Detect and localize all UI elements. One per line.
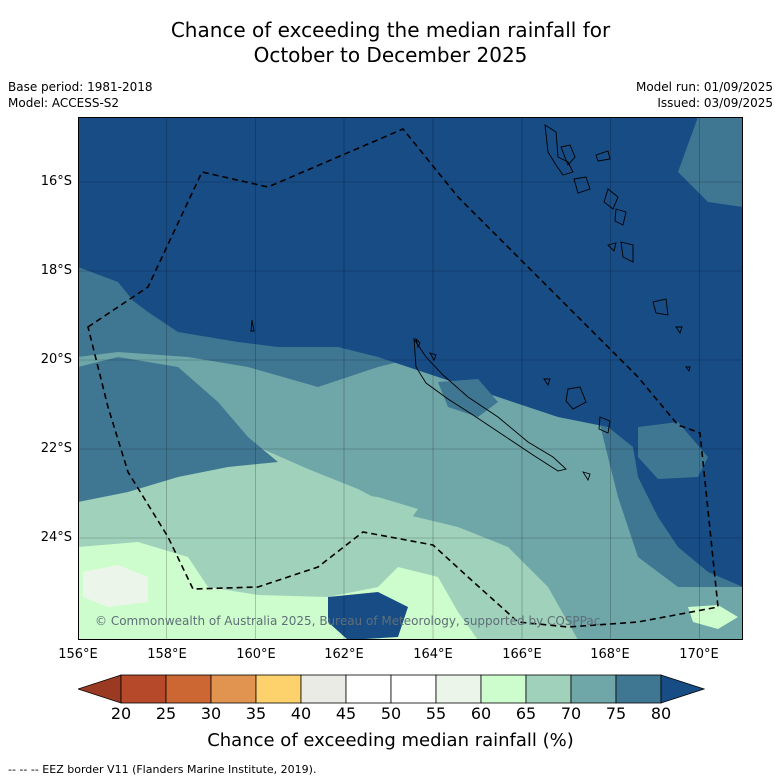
coastlines	[250, 124, 691, 482]
lon-label-158e: 158°E	[147, 647, 187, 662]
colorbar-tick-label: 75	[605, 704, 627, 723]
colorbar-segment	[480, 674, 527, 704]
lat-label-16s: 16°S	[40, 174, 72, 189]
band-75-80-west	[78, 357, 278, 502]
colorbar-segment	[345, 674, 392, 704]
band-55-60	[83, 565, 148, 607]
lat-label-20s: 20°S	[40, 352, 72, 367]
patch-75-east	[638, 422, 708, 479]
colorbar-under-arrow	[76, 674, 122, 704]
lon-label-166e: 166°E	[502, 647, 542, 662]
colorbar-tick-label: 20	[110, 704, 132, 723]
colorbar-tick-label: 80	[650, 704, 672, 723]
colorbar-segment	[300, 674, 347, 704]
colorbar-segment	[210, 674, 257, 704]
colorbar-segment	[615, 674, 662, 704]
colorbar-svg	[76, 674, 706, 704]
lon-label-168e: 168°E	[590, 647, 630, 662]
lat-label-18s: 18°S	[40, 263, 72, 278]
colorbar-tick-label: 30	[200, 704, 222, 723]
map-frame	[78, 117, 743, 640]
patch-75-west	[78, 267, 138, 327]
colorbar-tick-label: 45	[335, 704, 357, 723]
lon-label-170e: 170°E	[679, 647, 719, 662]
gridlines	[78, 117, 743, 640]
colorbar-tick-label: 55	[425, 704, 447, 723]
colorbar-label: Chance of exceeding median rainfall (%)	[207, 730, 574, 751]
lon-label-156e: 156°E	[58, 647, 98, 662]
map-panel	[78, 117, 743, 640]
colorbar	[76, 674, 706, 710]
map-title: Chance of exceeding the median rainfall …	[0, 18, 781, 68]
colorbar-segment	[525, 674, 572, 704]
colorbar-tick-label: 70	[560, 704, 582, 723]
band-over-80	[78, 117, 743, 587]
band-65-70-patch	[258, 489, 418, 542]
lon-label-162e: 162°E	[324, 647, 364, 662]
colorbar-segment	[435, 674, 482, 704]
model-name: Model: ACCESS-S2	[8, 96, 120, 110]
lat-label-22s: 22°S	[40, 441, 72, 456]
lat-label-24s: 24°S	[40, 530, 72, 545]
colorbar-tick-label: 40	[290, 704, 312, 723]
model-run: Model run: 01/09/2025	[635, 80, 773, 94]
patch-75-ne	[678, 117, 743, 207]
map-svg	[78, 117, 743, 640]
issued-date: Issued: 03/09/2025	[657, 96, 773, 110]
model-info: Base period: 1981-2018 Model: ACCESS-S2	[8, 79, 153, 111]
lon-label-164e: 164°E	[413, 647, 453, 662]
colorbar-segment	[570, 674, 617, 704]
colorbar-over-arrow	[660, 674, 706, 704]
colorbar-segment	[255, 674, 302, 704]
colorbar-tick-label: 50	[380, 704, 402, 723]
lon-label-160e: 160°E	[236, 647, 276, 662]
colorbar-segment	[120, 674, 167, 704]
title-line-1: Chance of exceeding the median rainfall …	[170, 18, 611, 42]
footnote: -- -- -- EEZ border V11 (Flanders Marine…	[8, 763, 317, 776]
colorbar-tick-label: 25	[155, 704, 177, 723]
run-info: Model run: 01/09/2025 Issued: 03/09/2025	[636, 79, 773, 111]
colorbar-tick-label: 65	[515, 704, 537, 723]
title-line-2: October to December 2025	[253, 43, 528, 67]
colorbar-segment	[390, 674, 437, 704]
colorbar-tick-label: 60	[470, 704, 492, 723]
base-period: Base period: 1981-2018	[8, 80, 153, 94]
copyright-notice: © Commonwealth of Australia 2025, Bureau…	[95, 614, 601, 628]
colorbar-segment	[165, 674, 212, 704]
patch-over-80-south	[328, 592, 408, 640]
colorbar-tick-label: 35	[245, 704, 267, 723]
eez-border	[87, 128, 719, 628]
